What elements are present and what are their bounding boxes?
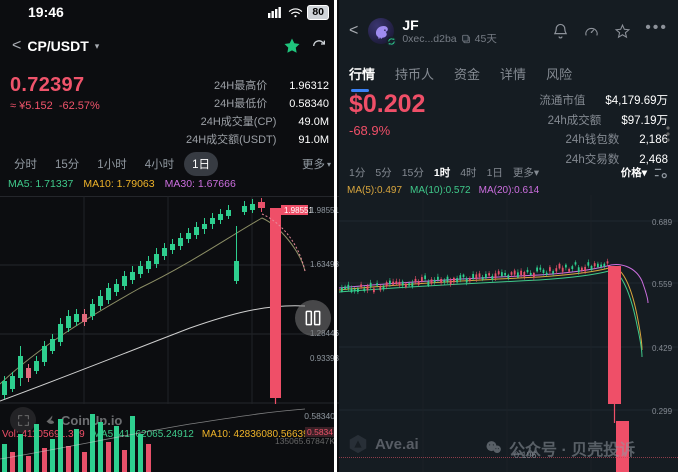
svg-text:0.299: 0.299: [652, 407, 673, 416]
svg-text:0.429: 0.429: [652, 344, 673, 353]
svg-text:0.689: 0.689: [652, 218, 673, 227]
svg-text:0.559: 0.559: [652, 280, 673, 289]
